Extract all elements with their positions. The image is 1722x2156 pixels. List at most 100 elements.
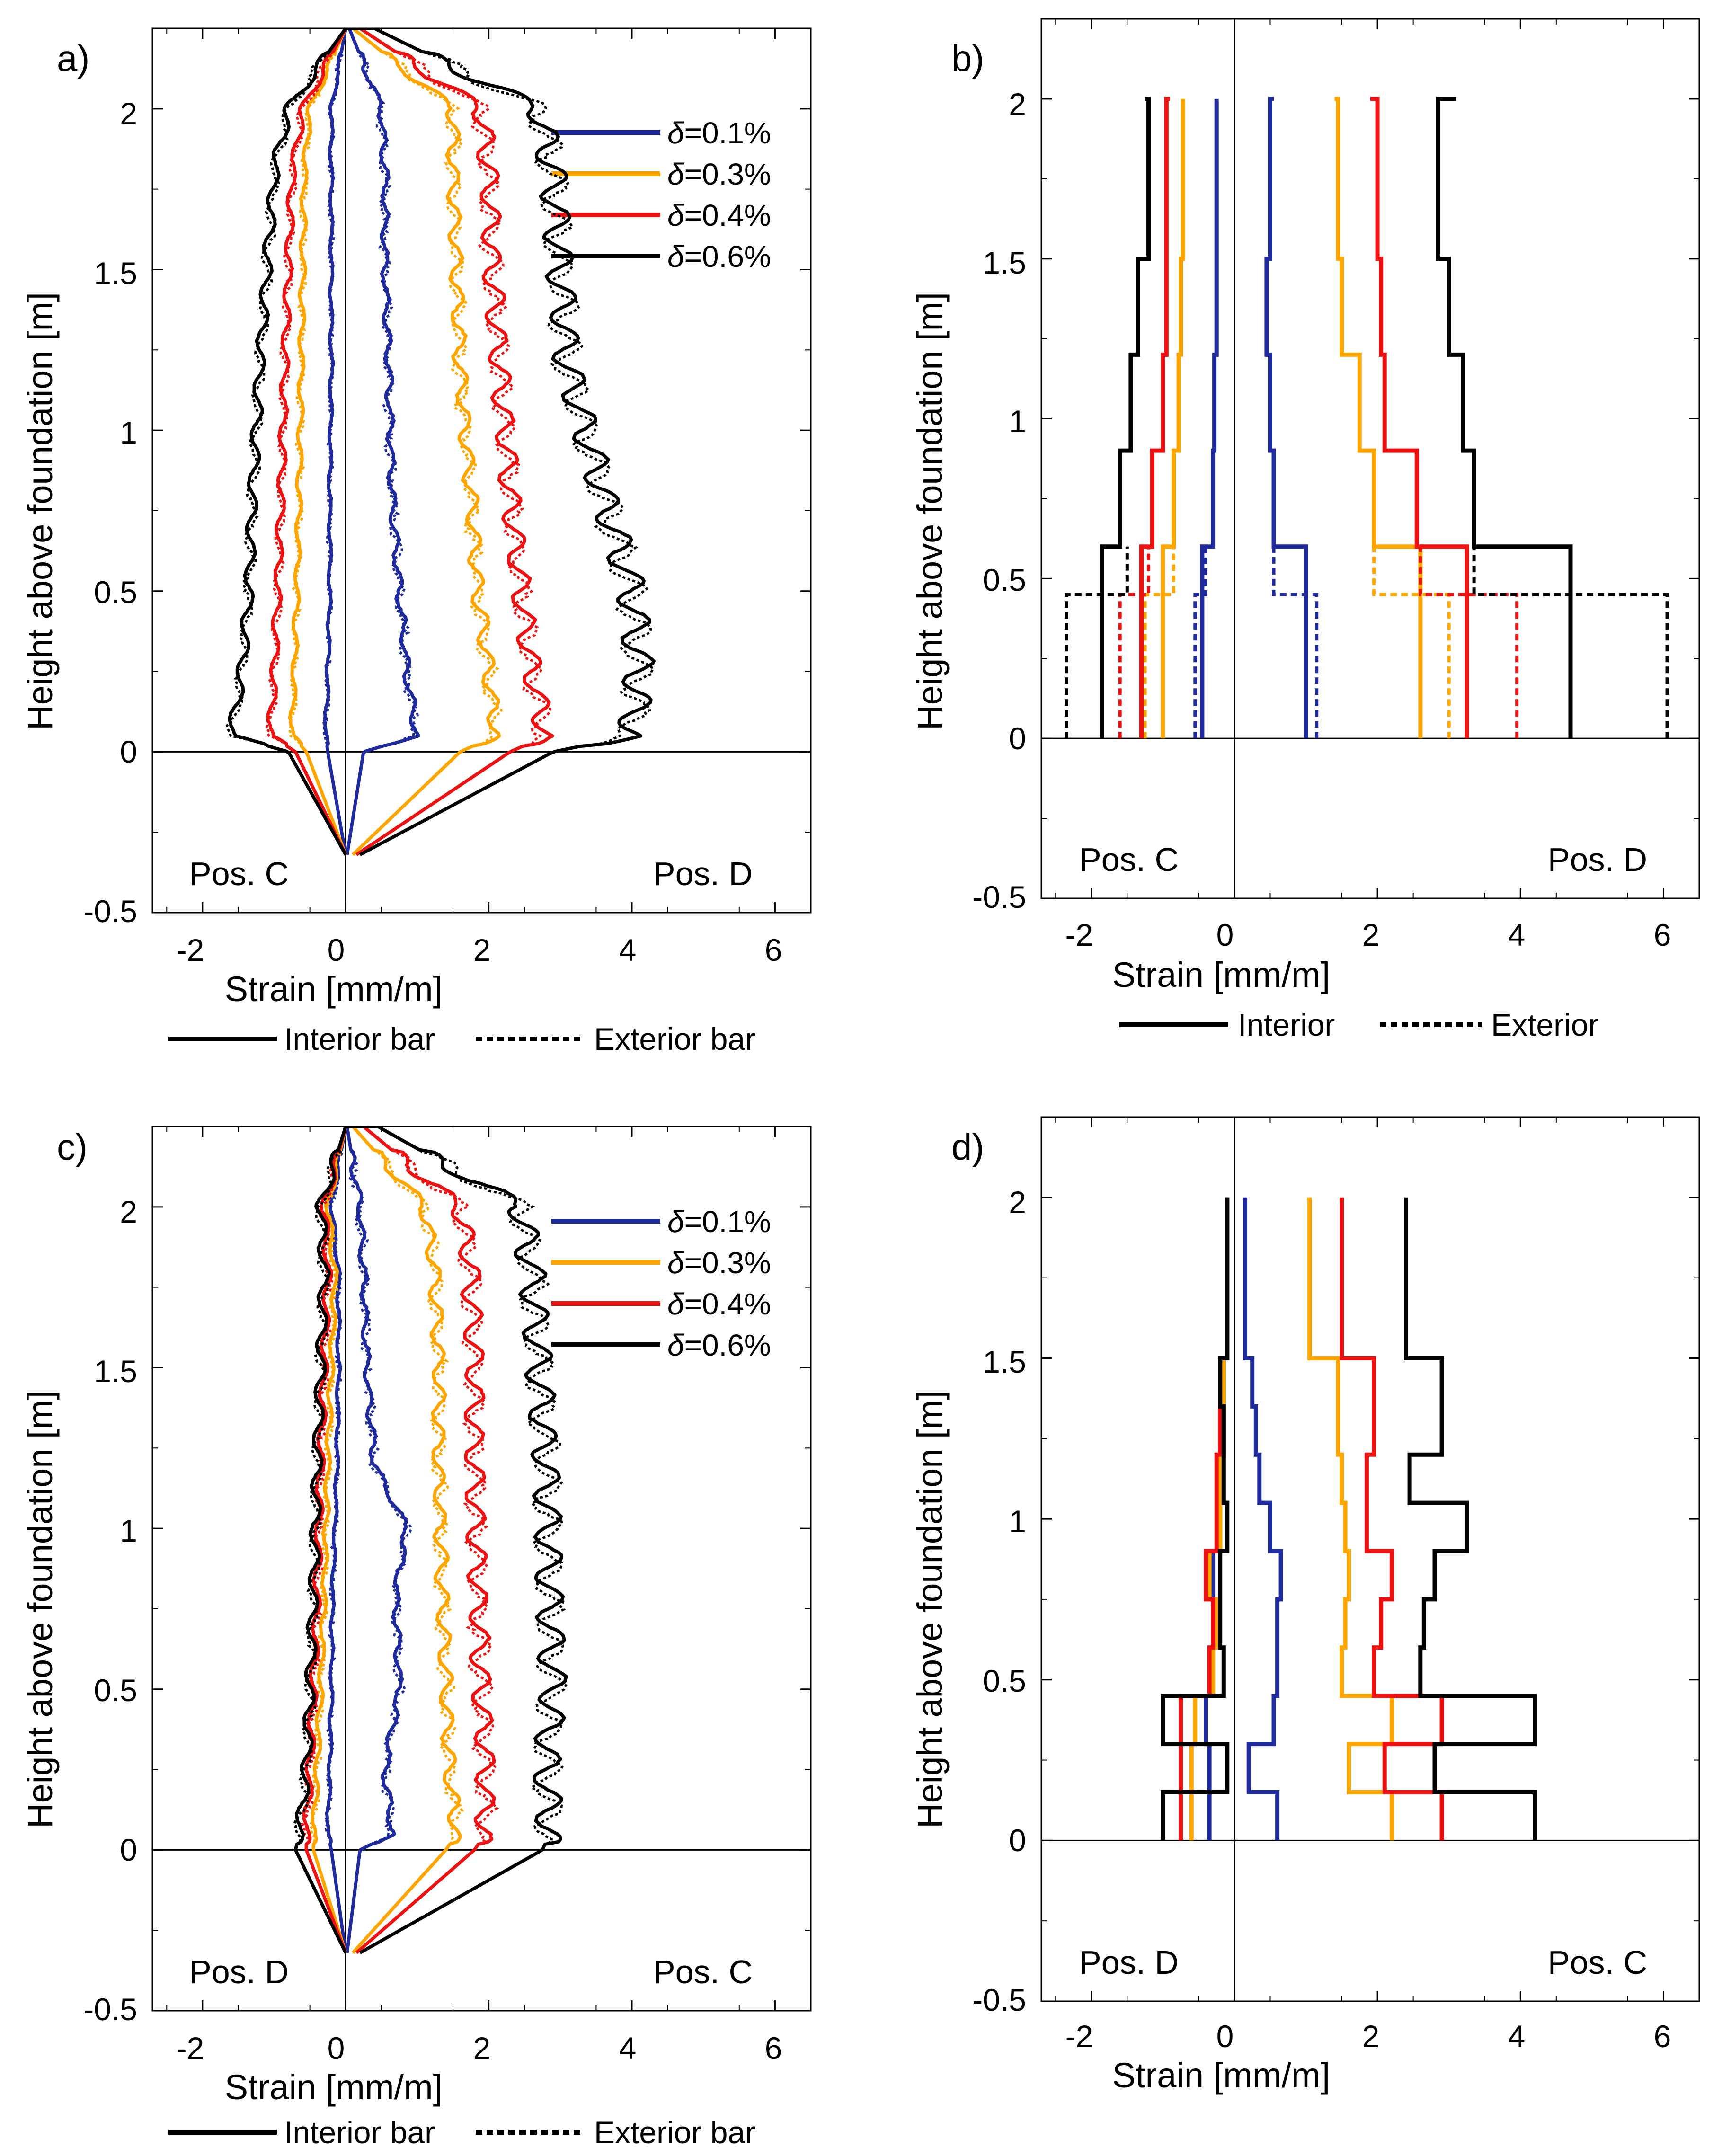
series-group	[1161, 1197, 1537, 1841]
panel-d-xtick: -2	[1065, 2019, 1093, 2054]
exterior-bar-label: Exterior bar	[594, 2115, 755, 2150]
panel-a-label: a)	[57, 37, 89, 79]
legend-text-d01: =0.1%	[684, 1205, 771, 1239]
exterior-bar-line	[265, 28, 551, 856]
legend-text-d03: =0.3%	[684, 157, 771, 191]
panel-a-ytick: -0.5	[83, 894, 137, 929]
panel-a-xtick: -2	[177, 932, 204, 967]
panel-c-xtick: 4	[619, 2031, 637, 2066]
exterior-bar-line	[288, 28, 503, 856]
interior-step-line	[1404, 1197, 1537, 1841]
legend-delta-symbol: δ	[667, 1246, 685, 1280]
legend-entry-d04: δ=0.4%	[667, 1287, 771, 1321]
interior-bar-label: Interior bar	[284, 1021, 435, 1056]
interior-bar-line	[228, 28, 656, 856]
panel-c-ytick: 2	[120, 1194, 137, 1229]
interior-step-line	[1370, 97, 1469, 739]
legend-text-d04: =0.4%	[684, 1287, 771, 1321]
panel-d-xtick: 6	[1654, 2019, 1671, 2054]
panel-a-ylabel: Height above foundation [m]	[20, 292, 60, 730]
panel-c-linestyle-legend: Interior bar Exterior bar	[168, 2115, 755, 2150]
panel-b-ytick: -0.5	[972, 879, 1026, 914]
legend-delta-symbol: δ	[667, 198, 685, 232]
exterior-step-line	[1065, 546, 1129, 739]
panel-a-ytick: 1.5	[94, 256, 137, 291]
interior-bar-line	[311, 1127, 462, 1954]
exterior-step-line	[1143, 546, 1175, 739]
legend-text-d06: =0.6%	[684, 1328, 771, 1362]
series-group	[1065, 97, 1669, 739]
panel-c-ytick: 1.5	[94, 1354, 137, 1389]
exterior-step-line	[1118, 546, 1151, 739]
interior-step-line	[1161, 98, 1185, 739]
interior-label: Interior	[1238, 1007, 1335, 1042]
panel-b-ytick: 0	[1009, 721, 1026, 756]
plot-frame	[151, 1126, 812, 2012]
legend-text-d03: =0.3%	[684, 1246, 771, 1280]
panel-d-xtick: 2	[1362, 2019, 1380, 2054]
exterior-bar-line	[323, 1127, 412, 1953]
panel-b-label: b)	[951, 37, 984, 79]
panel-d-right-position: Pos. C	[1548, 1944, 1647, 1981]
panel-c-label: c)	[57, 1126, 88, 1168]
panel-c-ytick: 1	[120, 1513, 137, 1548]
exterior-step-line	[1472, 546, 1669, 739]
panel-b-ytick: 1.5	[983, 245, 1026, 280]
panel-c-ytick: -0.5	[83, 1992, 137, 2027]
panel-c-ylabel: Height above foundation [m]	[20, 1390, 60, 1828]
panel-c-legend: δ=0.1% δ=0.3% δ=0.4% δ=0.6%	[551, 1205, 771, 1362]
legend-entry-d01: δ=0.1%	[667, 1205, 771, 1239]
panel-c-ytick-labels: -0.5 0 0.5 1 1.5 2	[83, 1194, 137, 2027]
interior-step-line	[1243, 1197, 1283, 1841]
exterior-label: Exterior	[1491, 1007, 1598, 1042]
panel-d: d) Height above foundation [m] Strain [m…	[910, 1126, 1671, 2095]
interior-step-line	[1264, 97, 1308, 739]
legend-delta-symbol: δ	[667, 1287, 685, 1321]
panel-a-xtick-labels: -2 0 2 4 6	[177, 932, 782, 967]
panel-c-xtick: 6	[765, 2031, 782, 2066]
interior-bar-line	[325, 1127, 408, 1953]
legend-delta-symbol: δ	[667, 1205, 685, 1239]
legend-entry-d06: δ=0.6%	[667, 240, 771, 274]
panel-b-xtick: -2	[1065, 917, 1093, 952]
panel-c-plot	[151, 1126, 812, 2012]
panel-d-label: d)	[951, 1126, 984, 1168]
plot-frame	[1040, 18, 1700, 899]
legend-text-d06: =0.6%	[684, 240, 771, 274]
panel-a-legend: δ=0.1% δ=0.3% δ=0.4% δ=0.6%	[551, 116, 771, 274]
panel-a-ytick: 2	[120, 96, 137, 131]
legend-text-d01: =0.1%	[684, 116, 771, 150]
interior-bar-line	[322, 28, 420, 855]
legend-delta-symbol: δ	[667, 1328, 685, 1362]
series-group	[293, 1127, 568, 1954]
legend-text-d04: =0.4%	[684, 198, 771, 232]
panel-a-ytick: 0	[120, 734, 137, 769]
panel-c-left-position: Pos. D	[189, 1953, 289, 1990]
panel-b-xtick: 0	[1216, 917, 1234, 952]
panel-c-xtick: -2	[177, 2031, 204, 2066]
interior-step-line	[1340, 1197, 1444, 1841]
panel-b-linestyle-legend: Interior Exterior	[1119, 1007, 1598, 1042]
interior-bar-line	[288, 28, 501, 856]
panel-b-plot	[1040, 18, 1700, 899]
panel-a: a) Height above foundation [m] Strain [m…	[20, 37, 782, 1056]
panel-a-ytick-labels: -0.5 0 0.5 1 1.5 2	[83, 96, 137, 929]
panel-c-xtick-labels: -2 0 2 4 6	[177, 2031, 782, 2066]
legend-delta-symbol: δ	[667, 157, 685, 191]
panel-b-ytick: 1	[1009, 404, 1026, 439]
panel-d-left-position: Pos. D	[1079, 1944, 1179, 1981]
panel-a-xlabel: Strain [mm/m]	[225, 969, 443, 1009]
legend-delta-symbol: δ	[667, 240, 685, 274]
panel-d-ytick: 2	[1009, 1185, 1026, 1220]
panel-c-xtick: 0	[328, 2031, 345, 2066]
panel-b-ylabel: Height above foundation [m]	[910, 292, 950, 730]
panel-c-right-position: Pos. C	[653, 1953, 753, 1990]
panel-d-xtick: 4	[1508, 2019, 1526, 2054]
panel-d-ytick: -0.5	[972, 1982, 1026, 2017]
panel-d-ytick: 1	[1009, 1504, 1026, 1539]
panel-a-left-position: Pos. C	[189, 855, 289, 892]
panel-d-ytick: 0.5	[983, 1663, 1026, 1698]
panel-c-ytick: 0	[120, 1832, 137, 1867]
exterior-step-line	[1193, 546, 1207, 739]
panel-a-ytick: 1	[120, 415, 137, 450]
